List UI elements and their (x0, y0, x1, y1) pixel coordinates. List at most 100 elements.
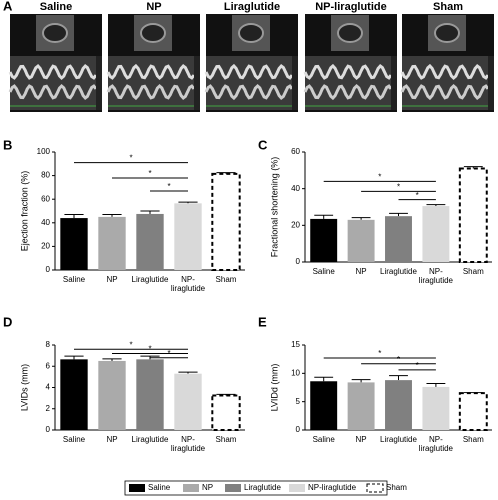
x-tick-label: NP (106, 275, 117, 284)
wall-trace (303, 63, 393, 81)
x-tick-label: NP-liraglutide (171, 435, 206, 453)
panel-label: B (3, 137, 12, 152)
y-axis-label: LVIDd (mm) (269, 364, 279, 412)
y-tick-label: 60 (291, 147, 300, 156)
bar (136, 359, 164, 430)
y-tick-label: 40 (41, 218, 50, 227)
echo-ventricle (42, 23, 68, 43)
x-tick-label: Saline (313, 267, 336, 276)
significance-star: * (416, 191, 419, 200)
legend-label: Liraglutide (244, 483, 281, 492)
panel-label: D (3, 314, 12, 329)
x-tick-label: Liraglutide (380, 435, 417, 444)
x-tick-label: Liraglutide (380, 267, 417, 276)
wall-trace (400, 83, 490, 101)
wall-trace (303, 83, 393, 101)
panel-label: A (3, 0, 13, 13)
m-mode (402, 56, 488, 110)
bar (60, 218, 88, 270)
bar (458, 392, 488, 431)
x-tick-label: Liraglutide (132, 275, 169, 284)
bar (347, 219, 375, 262)
x-tick-label: NP (356, 267, 367, 276)
x-tick-label: NP-liraglutide (171, 275, 206, 293)
y-tick-label: 80 (41, 171, 50, 180)
y-axis-label: Fractional shortening (%) (269, 157, 279, 258)
significance-star: * (129, 340, 132, 349)
scale-bar (391, 56, 397, 110)
scale-bar (292, 56, 298, 110)
bar (98, 360, 126, 430)
significance-star: * (378, 172, 381, 181)
x-tick-label: Saline (63, 435, 86, 444)
significance-star: * (148, 169, 151, 178)
x-tick-label: NP (356, 435, 367, 444)
y-tick-label: 0 (296, 257, 301, 266)
y-tick-label: 8 (46, 340, 51, 349)
y-tick-label: 5 (296, 397, 301, 406)
group-title: Saline (40, 1, 72, 13)
legend-swatch (289, 484, 305, 492)
significance-star: * (129, 154, 132, 163)
significance-star: * (416, 361, 419, 370)
significance-star: * (378, 349, 381, 358)
legend-swatch (129, 484, 145, 492)
significance-star: * (167, 349, 170, 358)
m-mode (10, 56, 96, 110)
bar (211, 394, 241, 431)
bar (211, 172, 241, 271)
x-tick-label: NP (106, 435, 117, 444)
y-tick-label: 0 (46, 265, 51, 274)
scale-bar (488, 56, 494, 110)
x-tick-label: NP-liraglutide (419, 267, 454, 285)
y-tick-label: 0 (296, 425, 301, 434)
group-title: Liraglutide (224, 1, 280, 13)
significance-star: * (167, 182, 170, 191)
y-axis-label: Ejection fraction (%) (19, 171, 29, 252)
wall-trace (8, 63, 98, 81)
legend-label: NP (202, 483, 213, 492)
significance-star: * (397, 355, 400, 364)
bar (310, 381, 338, 430)
wall-trace (106, 83, 196, 101)
x-tick-label: Sham (216, 275, 237, 284)
significance-star: * (397, 183, 400, 192)
scale-bar (96, 56, 102, 110)
bar (422, 206, 450, 262)
x-tick-label: Saline (313, 435, 336, 444)
y-tick-label: 40 (291, 184, 300, 193)
legend-label: NP-liraglutide (308, 483, 357, 492)
m-mode (206, 56, 292, 110)
scale-bar (194, 56, 200, 110)
group-title: NP (146, 1, 161, 13)
panel-label: C (258, 137, 268, 152)
bar (310, 218, 338, 262)
bar (422, 386, 450, 430)
y-tick-label: 10 (291, 368, 300, 377)
bar (458, 167, 488, 263)
y-tick-label: 6 (46, 361, 51, 370)
bar (347, 382, 375, 430)
y-tick-label: 0 (46, 425, 51, 434)
wall-trace (106, 63, 196, 81)
echo-ventricle (434, 23, 460, 43)
m-mode (305, 56, 391, 110)
legend-swatch (366, 483, 384, 493)
bar (60, 359, 88, 430)
legend-swatch (225, 484, 241, 492)
x-tick-label: NP-liraglutide (419, 435, 454, 453)
legend-label: Saline (148, 483, 171, 492)
y-tick-label: 15 (291, 340, 300, 349)
bar (174, 203, 202, 270)
y-tick-label: 20 (291, 220, 300, 229)
x-tick-label: Saline (63, 275, 86, 284)
group-title: NP-liraglutide (315, 1, 387, 13)
y-tick-label: 4 (46, 383, 51, 392)
x-tick-label: Sham (463, 435, 484, 444)
x-tick-label: Sham (216, 435, 237, 444)
echo-ventricle (238, 23, 264, 43)
y-tick-label: 60 (41, 194, 50, 203)
y-tick-label: 100 (37, 147, 51, 156)
wall-trace (8, 83, 98, 101)
x-tick-label: Sham (463, 267, 484, 276)
